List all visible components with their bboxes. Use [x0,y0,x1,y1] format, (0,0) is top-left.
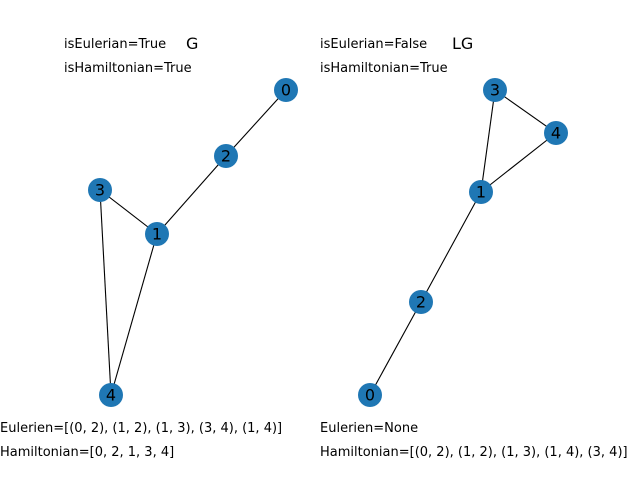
graph-lg-node-label: 0 [365,386,375,405]
graph-lg-is-eulerian: isEulerian=False [320,37,427,52]
graph-g-is-eulerian: isEulerian=True [64,37,166,52]
graph-lg-node-label: 2 [416,293,426,312]
graph-lg-node-1: 1 [469,180,493,204]
graph-g-node-circle [214,144,238,168]
graph-lg-nodes: 0 1 2 3 4 [358,78,568,407]
graph-lg-node-4: 4 [544,121,568,145]
graph-lg-title: LG [452,34,473,53]
graph-lg-panel: isEulerian=False LG isHamiltonian=True 0… [320,34,628,460]
graph-lg-edge-1-2 [420,191,482,303]
graph-g-is-hamiltonian: isHamiltonian=True [64,61,192,76]
graph-g-node-label: 4 [106,386,116,405]
graph-g-node-label: 2 [221,147,231,166]
graph-g-edge-0-2 [225,89,287,157]
graph-lg-node-circle [483,78,507,102]
graph-lg-edge-3-4 [494,89,557,134]
graph-lg-eulerien: Eulerien=None [320,421,418,436]
graph-g-edge-3-4 [99,189,112,396]
graph-g-edge-1-3 [99,189,158,235]
graph-g-node-circle [274,78,298,102]
graph-g-edge-1-4 [110,233,158,396]
graph-lg-node-label: 3 [490,81,500,100]
graph-g-eulerien: Eulerien=[(0, 2), (1, 2), (1, 3), (3, 4)… [0,421,282,436]
graph-g-edge-1-2 [156,155,227,235]
graph-lg-edge-1-4 [480,132,557,193]
graph-g-hamiltonian: Hamiltonian=[0, 2, 1, 3, 4] [0,445,174,460]
graph-g-node-1: 1 [145,222,169,246]
graph-g-node-label: 3 [95,181,105,200]
graph-g-node-4: 4 [99,383,123,407]
graph-g-node-3: 3 [88,178,112,202]
graph-g-node-2: 2 [214,144,238,168]
graph-g-nodes: 0 1 2 3 4 [88,78,298,407]
graph-lg-node-2: 2 [409,290,433,314]
graph-lg-is-hamiltonian: isHamiltonian=True [320,61,448,76]
graph-g-node-circle [145,222,169,246]
graph-g-title: G [186,34,198,53]
graph-lg-edge-0-2 [369,301,422,396]
graph-lg-hamiltonian: Hamiltonian=[(0, 2), (1, 2), (1, 3), (1,… [320,445,628,460]
graph-g-node-label: 1 [152,225,162,244]
graph-g-panel: isEulerian=True G isHamiltonian=True 0 1 2… [0,34,298,460]
graph-lg-node-label: 4 [551,124,561,143]
graph-g-node-circle [99,383,123,407]
graph-g-node-label: 0 [281,81,291,100]
graph-g-node-circle [88,178,112,202]
graph-lg-node-3: 3 [483,78,507,102]
graph-lg-node-0: 0 [358,383,382,407]
graph-lg-node-circle [409,290,433,314]
graph-lg-node-circle [358,383,382,407]
graph-lg-node-circle [544,121,568,145]
graph-lg-node-circle [469,180,493,204]
graph-g-node-0: 0 [274,78,298,102]
graph-lg-edge-1-3 [480,89,496,193]
graph-g-edges [99,89,287,396]
graph-lg-node-label: 1 [476,183,486,202]
graph-lg-edges [369,89,557,396]
